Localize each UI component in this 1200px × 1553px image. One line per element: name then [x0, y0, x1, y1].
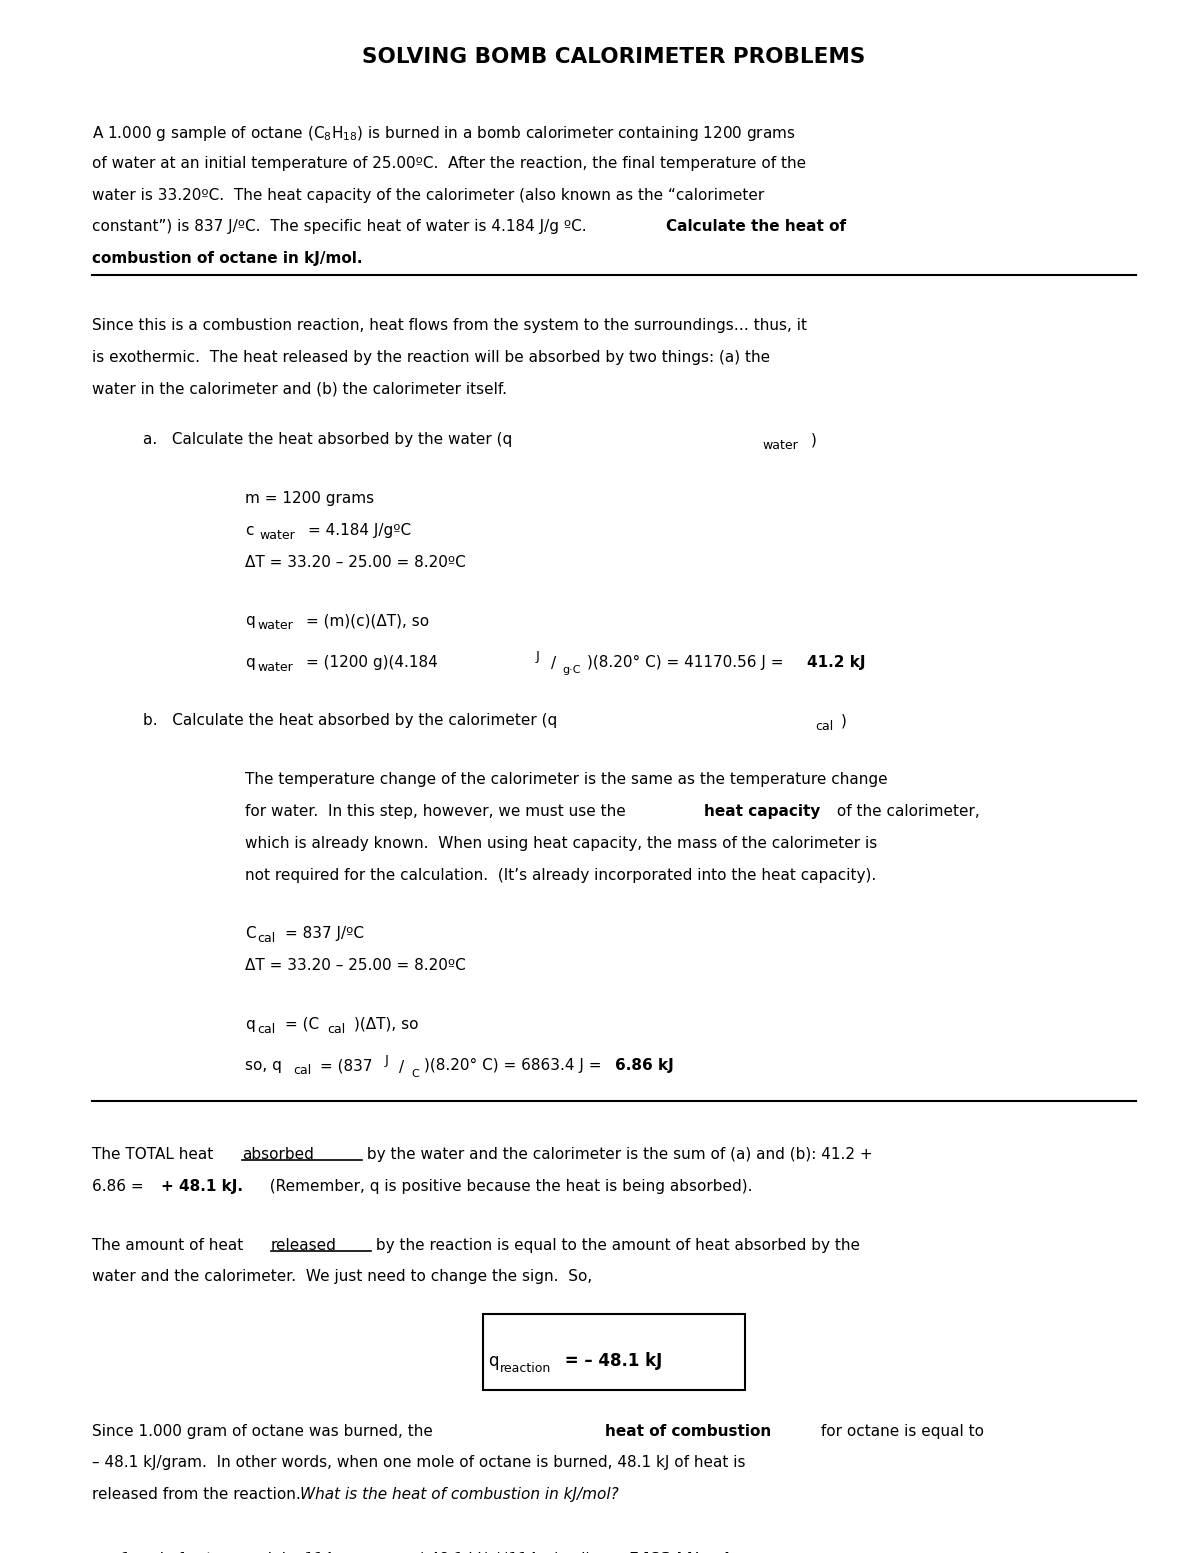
- Text: = 4.184 J/gºC: = 4.184 J/gºC: [308, 523, 412, 537]
- Text: water: water: [258, 660, 293, 674]
- Text: ΔT = 33.20 – 25.00 = 8.20ºC: ΔT = 33.20 – 25.00 = 8.20ºC: [245, 958, 466, 974]
- Text: q: q: [488, 1353, 499, 1370]
- Text: water: water: [258, 620, 293, 632]
- Text: water in the calorimeter and (b) the calorimeter itself.: water in the calorimeter and (b) the cal…: [92, 382, 508, 396]
- Text: by the water and the calorimeter is the sum of (a) and (b): 41.2 +: by the water and the calorimeter is the …: [362, 1148, 872, 1162]
- Text: The temperature change of the calorimeter is the same as the temperature change: The temperature change of the calorimete…: [245, 772, 887, 787]
- Text: C: C: [412, 1068, 419, 1078]
- Text: cal: cal: [258, 932, 276, 946]
- Text: by the reaction is equal to the amount of heat absorbed by the: by the reaction is equal to the amount o…: [371, 1238, 860, 1253]
- Text: for octane is equal to: for octane is equal to: [816, 1424, 984, 1438]
- Text: q: q: [245, 1017, 254, 1031]
- Text: SOLVING BOMB CALORIMETER PROBLEMS: SOLVING BOMB CALORIMETER PROBLEMS: [362, 47, 865, 67]
- Text: cal: cal: [326, 1023, 346, 1036]
- Text: water is 33.20ºC.  The heat capacity of the calorimeter (also known as the “calo: water is 33.20ºC. The heat capacity of t…: [92, 188, 764, 203]
- Text: released: released: [270, 1238, 336, 1253]
- Text: absorbed: absorbed: [242, 1148, 314, 1162]
- Text: Calculate the heat of: Calculate the heat of: [666, 219, 846, 235]
- Text: What is the heat of combustion in kJ/mol?: What is the heat of combustion in kJ/mol…: [300, 1488, 618, 1502]
- Text: 41.2 kJ: 41.2 kJ: [808, 655, 866, 669]
- Text: of the calorimeter,: of the calorimeter,: [832, 804, 979, 818]
- Text: m = 1200 grams: m = 1200 grams: [245, 491, 374, 506]
- Text: Since this is a combustion reaction, heat flows from the system to the surroundi: Since this is a combustion reaction, hea…: [92, 318, 808, 332]
- Text: 6.86 kJ: 6.86 kJ: [616, 1058, 674, 1073]
- Text: ): ): [811, 432, 817, 447]
- Text: The TOTAL heat: The TOTAL heat: [92, 1148, 218, 1162]
- Text: A 1.000 g sample of octane (C$_8$H$_{18}$) is burned in a bomb calorimeter conta: A 1.000 g sample of octane (C$_8$H$_{18}…: [92, 124, 796, 143]
- Text: water and the calorimeter.  We just need to change the sign.  So,: water and the calorimeter. We just need …: [92, 1269, 593, 1284]
- Text: c: c: [245, 523, 253, 537]
- Text: water: water: [260, 528, 295, 542]
- Text: – 48.1 kJ/gram.  In other words, when one mole of octane is burned, 48.1 kJ of h: – 48.1 kJ/gram. In other words, when one…: [92, 1455, 746, 1471]
- Text: ΔT = 33.20 – 25.00 = 8.20ºC: ΔT = 33.20 – 25.00 = 8.20ºC: [245, 554, 466, 570]
- Text: C: C: [245, 926, 256, 941]
- Text: J: J: [384, 1054, 388, 1067]
- Text: heat capacity: heat capacity: [704, 804, 821, 818]
- Text: (Remember, q is positive because the heat is being absorbed).: (Remember, q is positive because the hea…: [260, 1179, 752, 1194]
- Text: = (C: = (C: [284, 1017, 319, 1031]
- Text: a.   Calculate the heat absorbed by the water (q: a. Calculate the heat absorbed by the wa…: [143, 432, 512, 447]
- Text: J: J: [535, 651, 539, 663]
- Text: = – 48.1 kJ: = – 48.1 kJ: [559, 1353, 662, 1370]
- Text: b.   Calculate the heat absorbed by the calorimeter (q: b. Calculate the heat absorbed by the ca…: [143, 713, 557, 728]
- FancyBboxPatch shape: [484, 1314, 745, 1390]
- Text: water: water: [763, 438, 798, 452]
- Text: = (m)(c)(ΔT), so: = (m)(c)(ΔT), so: [306, 613, 428, 629]
- Text: )(8.20° C) = 6863.4 J =: )(8.20° C) = 6863.4 J =: [424, 1058, 606, 1073]
- Text: ): ): [841, 713, 847, 728]
- Text: combustion of octane in kJ/mol.: combustion of octane in kJ/mol.: [92, 252, 362, 266]
- Text: )(ΔT), so: )(ΔT), so: [354, 1017, 419, 1031]
- Text: The amount of heat: The amount of heat: [92, 1238, 248, 1253]
- Text: not required for the calculation.  (It’s already incorporated into the heat capa: not required for the calculation. (It’s …: [245, 868, 876, 882]
- Text: of water at an initial temperature of 25.00ºC.  After the reaction, the final te: of water at an initial temperature of 25…: [92, 155, 806, 171]
- Text: for water.  In this step, however, we must use the: for water. In this step, however, we mus…: [245, 804, 630, 818]
- Text: released from the reaction.: released from the reaction.: [92, 1488, 311, 1502]
- Text: q: q: [245, 655, 254, 669]
- Text: q: q: [245, 613, 254, 629]
- Text: cal: cal: [258, 1023, 276, 1036]
- Text: Since 1.000 gram of octane was burned, the: Since 1.000 gram of octane was burned, t…: [92, 1424, 438, 1438]
- Text: g·C: g·C: [563, 665, 581, 676]
- Text: = 837 J/ºC: = 837 J/ºC: [284, 926, 364, 941]
- Text: so, q: so, q: [245, 1058, 282, 1073]
- Text: /: /: [400, 1059, 404, 1075]
- Text: which is already known.  When using heat capacity, the mass of the calorimeter i: which is already known. When using heat …: [245, 836, 877, 851]
- Text: /: /: [551, 657, 556, 671]
- Text: cal: cal: [293, 1064, 311, 1078]
- Text: 6.86 =: 6.86 =: [92, 1179, 149, 1194]
- Text: )(8.20° C) = 41170.56 J =: )(8.20° C) = 41170.56 J =: [587, 655, 788, 669]
- Text: reaction: reaction: [500, 1362, 552, 1376]
- Text: constant”) is 837 J/ºC.  The specific heat of water is 4.184 J/g ºC.: constant”) is 837 J/ºC. The specific hea…: [92, 219, 596, 235]
- Text: cal: cal: [816, 719, 834, 733]
- Text: is exothermic.  The heat released by the reaction will be absorbed by two things: is exothermic. The heat released by the …: [92, 349, 770, 365]
- Text: = (837: = (837: [319, 1058, 377, 1073]
- Text: heat of combustion: heat of combustion: [605, 1424, 770, 1438]
- Text: + 48.1 kJ.: + 48.1 kJ.: [162, 1179, 244, 1194]
- Text: = (1200 g)(4.184: = (1200 g)(4.184: [306, 655, 443, 669]
